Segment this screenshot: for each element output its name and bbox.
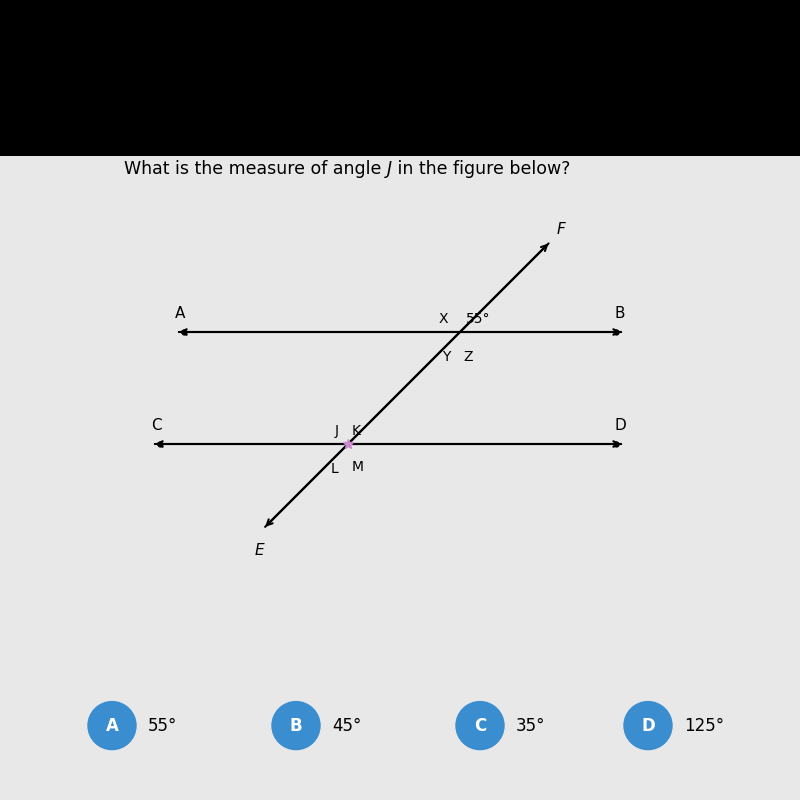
Text: What is the measure of angle: What is the measure of angle — [124, 160, 387, 178]
Text: L: L — [330, 462, 338, 475]
Circle shape — [88, 702, 136, 750]
Text: M: M — [352, 460, 364, 474]
Text: and: and — [459, 132, 502, 150]
Bar — [0, 0, 800, 156]
Text: J: J — [387, 160, 392, 178]
Text: A: A — [106, 717, 118, 734]
Circle shape — [624, 702, 672, 750]
Text: E: E — [254, 543, 264, 558]
Text: B: B — [290, 717, 302, 734]
Text: B: B — [614, 306, 626, 321]
Circle shape — [456, 702, 504, 750]
Text: D: D — [614, 418, 626, 433]
Text: Y: Y — [442, 350, 450, 363]
Text: D: D — [641, 717, 655, 734]
Text: Line: Line — [124, 132, 166, 150]
Circle shape — [272, 702, 320, 750]
Text: 125°: 125° — [684, 717, 724, 734]
Text: intersects the parallel lines: intersects the parallel lines — [187, 132, 435, 150]
Text: Z: Z — [463, 350, 473, 363]
Text: X: X — [438, 312, 448, 326]
Text: F: F — [557, 222, 566, 238]
Text: J: J — [334, 424, 338, 438]
Text: CD: CD — [502, 132, 528, 150]
Text: in the figure below?: in the figure below? — [392, 160, 570, 178]
Text: EF: EF — [166, 132, 187, 150]
Text: AB: AB — [435, 132, 459, 150]
Text: 35°: 35° — [516, 717, 546, 734]
Text: K: K — [352, 424, 361, 438]
Text: 55°: 55° — [148, 717, 178, 734]
Text: C: C — [474, 717, 486, 734]
Text: 55°: 55° — [466, 312, 491, 326]
Text: A: A — [175, 306, 185, 321]
Text: C: C — [150, 418, 162, 433]
Text: .: . — [528, 132, 534, 150]
Text: 45°: 45° — [332, 717, 362, 734]
